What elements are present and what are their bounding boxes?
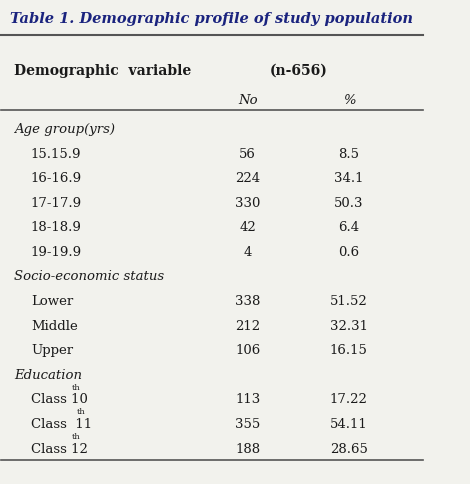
Text: 224: 224 [235,172,260,185]
Text: 212: 212 [235,319,260,332]
Text: Age group(yrs): Age group(yrs) [14,122,115,136]
Text: 8.5: 8.5 [338,147,360,160]
Text: No: No [238,94,258,107]
Text: Education: Education [14,368,82,381]
Text: 51.52: 51.52 [330,294,368,307]
Text: 188: 188 [235,442,260,454]
Text: 32.31: 32.31 [330,319,368,332]
Text: Lower: Lower [31,294,73,307]
Text: 16-16.9: 16-16.9 [31,172,82,185]
Text: 15.15.9: 15.15.9 [31,147,81,160]
Text: 42: 42 [239,221,256,234]
Text: Class  11: Class 11 [31,417,92,430]
Text: Socio-economic status: Socio-economic status [14,270,164,283]
Text: 34.1: 34.1 [334,172,364,185]
Text: Upper: Upper [31,344,73,357]
Text: 330: 330 [235,197,260,209]
Text: 6.4: 6.4 [338,221,360,234]
Text: 113: 113 [235,393,260,406]
Text: Middle: Middle [31,319,78,332]
Text: 54.11: 54.11 [330,417,368,430]
Text: 19-19.9: 19-19.9 [31,245,82,258]
Text: 4: 4 [243,245,252,258]
Text: 16.15: 16.15 [330,344,368,357]
Text: %: % [343,94,355,107]
Text: 50.3: 50.3 [334,197,364,209]
Text: 106: 106 [235,344,260,357]
Text: th: th [77,407,86,415]
Text: 17-17.9: 17-17.9 [31,197,82,209]
Text: 17.22: 17.22 [330,393,368,406]
Text: (n-656): (n-656) [269,64,327,78]
Text: 0.6: 0.6 [338,245,360,258]
Text: Class 12: Class 12 [31,442,88,454]
Text: th: th [72,383,80,391]
Text: Table 1. Demographic profile of study population: Table 1. Demographic profile of study po… [10,12,413,26]
Text: Demographic  variable: Demographic variable [14,64,191,78]
Text: 355: 355 [235,417,260,430]
Text: 338: 338 [235,294,260,307]
Text: th: th [72,432,80,440]
Text: 28.65: 28.65 [330,442,368,454]
Text: Class 10: Class 10 [31,393,88,406]
Text: 56: 56 [239,147,256,160]
Text: 18-18.9: 18-18.9 [31,221,82,234]
